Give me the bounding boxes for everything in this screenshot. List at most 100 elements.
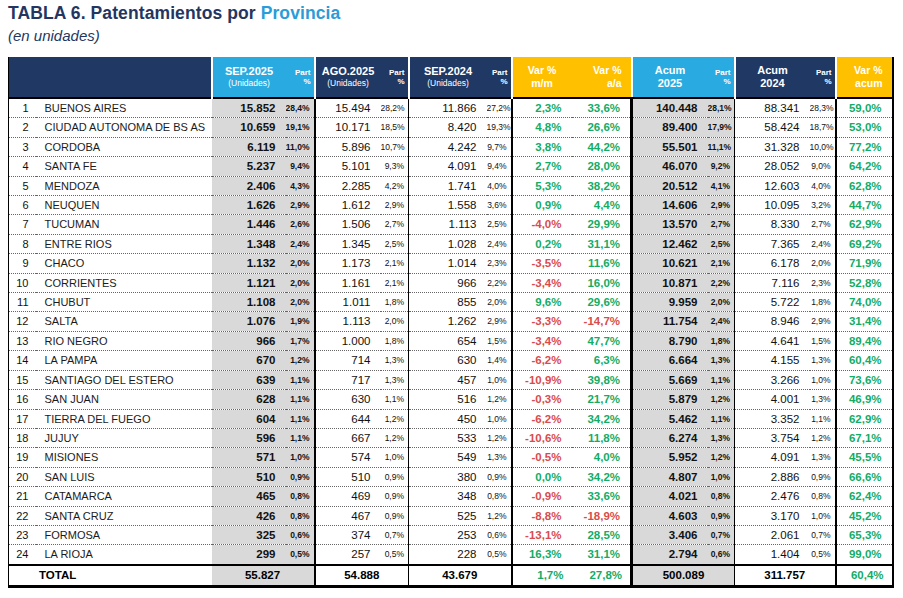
acum2024-part-cell: 2,7% xyxy=(810,215,836,234)
acum2025-cell: 4.603 xyxy=(632,506,708,525)
acum2025-cell: 12.462 xyxy=(632,234,708,253)
province-cell: CORRIENTES xyxy=(36,273,212,292)
sep2024-part-cell: 2,5% xyxy=(487,215,512,234)
var-acum-cell: 69,2% xyxy=(836,234,893,253)
table-row: 23FORMOSA3250,6%3740,7%2530,6%-13,1%28,5… xyxy=(9,525,893,544)
var-aa-cell: -14,7% xyxy=(572,312,632,331)
acum2025-part-cell: 0,6% xyxy=(708,545,735,565)
acum2025-cell: 14.606 xyxy=(632,196,708,215)
var-acum-cell: 62,4% xyxy=(836,487,893,506)
acum2025-part-cell: 1,2% xyxy=(708,448,735,467)
sep2024-part-cell: 4,0% xyxy=(487,176,512,195)
province-cell: LA RIOJA xyxy=(36,545,212,565)
total-acum2025-cell: 500.089 xyxy=(632,565,735,587)
rank-cell: 22 xyxy=(9,506,36,525)
ago2025-cell: 5.896 xyxy=(315,137,381,156)
var-acum-cell: 71,9% xyxy=(836,254,893,273)
acum2024-cell: 5.722 xyxy=(735,293,810,312)
sep2025-part-cell: 0,6% xyxy=(286,525,315,544)
sep2025-part-cell: 1,9% xyxy=(286,312,315,331)
rank-cell: 12 xyxy=(9,312,36,331)
var-acum-cell: 46,9% xyxy=(836,390,893,409)
rank-cell: 3 xyxy=(9,137,36,156)
sep2024-cell: 525 xyxy=(409,506,487,525)
sep2024-part-cell: 2,2% xyxy=(487,273,512,292)
sep2025-part-cell: 28,4% xyxy=(286,98,315,118)
var-aa-cell: 47,7% xyxy=(572,331,632,350)
var-aa-cell: 44,2% xyxy=(572,137,632,156)
acum2024-part-cell: 9,0% xyxy=(810,157,836,176)
acum2025-cell: 20.512 xyxy=(632,176,708,195)
ago2025-part-cell: 4,2% xyxy=(381,176,409,195)
table-row: 5MENDOZA2.4064,3%2.2854,2%1.7414,0%5,3%3… xyxy=(9,176,893,195)
sep2025-part-cell: 2,0% xyxy=(286,273,315,292)
table-row: 19MISIONES5711,0%5741,0%5491,3%-0,5%4,0%… xyxy=(9,448,893,467)
ago2025-cell: 10.171 xyxy=(315,118,381,137)
sep2025-cell: 596 xyxy=(212,428,286,447)
acum2024-part-cell: 10,0% xyxy=(810,137,836,156)
acum2025-cell: 5.952 xyxy=(632,448,708,467)
sep2025-cell: 465 xyxy=(212,487,286,506)
header-acum2024-part: Part % xyxy=(810,57,836,98)
sep2025-cell: 1.076 xyxy=(212,312,286,331)
var-mm-cell: 5,3% xyxy=(512,176,572,195)
ago2025-part-cell: 1,2% xyxy=(381,409,409,428)
total-var-aa-cell: 27,8% xyxy=(572,565,632,587)
table-row: 9CHACO1.1322,0%1.1732,1%1.0142,3%-3,5%11… xyxy=(9,254,893,273)
acum2025-cell: 10.871 xyxy=(632,273,708,292)
sep2024-cell: 380 xyxy=(409,467,487,486)
ago2025-part-cell: 1,3% xyxy=(381,351,409,370)
sep2024-part-cell: 9,7% xyxy=(487,137,512,156)
ago2025-cell: 714 xyxy=(315,351,381,370)
sep2025-cell: 571 xyxy=(212,448,286,467)
acum2025-part-cell: 1,8% xyxy=(708,331,735,350)
table-row: 21CATAMARCA4650,8%4690,9%3480,8%-0,9%33,… xyxy=(9,487,893,506)
sep2025-cell: 325 xyxy=(212,525,286,544)
ago2025-part-cell: 2,1% xyxy=(381,273,409,292)
total-var-mm-cell: 1,7% xyxy=(512,565,572,587)
sep2025-cell: 510 xyxy=(212,467,286,486)
province-cell: RIO NEGRO xyxy=(36,331,212,350)
acum2025-cell: 46.070 xyxy=(632,157,708,176)
rank-cell: 1 xyxy=(9,98,36,118)
ago2025-cell: 1.345 xyxy=(315,234,381,253)
var-aa-cell: 16,0% xyxy=(572,273,632,292)
ago2025-cell: 467 xyxy=(315,506,381,525)
ago2025-part-cell: 0,7% xyxy=(381,525,409,544)
ago2025-part-cell: 18,5% xyxy=(381,118,409,137)
rank-cell: 11 xyxy=(9,293,36,312)
sep2024-cell: 450 xyxy=(409,409,487,428)
province-cell: ENTRE RIOS xyxy=(36,234,212,253)
sep2024-cell: 533 xyxy=(409,428,487,447)
var-aa-cell: 33,6% xyxy=(572,487,632,506)
sep2024-part-cell: 2,9% xyxy=(487,312,512,331)
sep2025-cell: 1.446 xyxy=(212,215,286,234)
acum2024-part-cell: 0,9% xyxy=(810,467,836,486)
sep2025-part-cell: 2,0% xyxy=(286,293,315,312)
ago2025-cell: 510 xyxy=(315,467,381,486)
rank-cell: 18 xyxy=(9,428,36,447)
acum2025-cell: 6.664 xyxy=(632,351,708,370)
acum2025-cell: 55.501 xyxy=(632,137,708,156)
province-cell: CHACO xyxy=(36,254,212,273)
table-row: 24LA RIOJA2990,5%2570,5%2280,5%16,3%31,1… xyxy=(9,545,893,565)
table-header: SEP.2025 (Unidades) Part % AGO.2025 (Uni… xyxy=(9,57,893,98)
sep2024-part-cell: 2,3% xyxy=(487,254,512,273)
page-subtitle: (en unidades) xyxy=(8,27,100,44)
sep2025-cell: 1.348 xyxy=(212,234,286,253)
table-row: 3CORDOBA6.11911,0%5.89610,7%4.2429,7%3,8… xyxy=(9,137,893,156)
acum2024-cell: 4.001 xyxy=(735,390,810,409)
var-mm-cell: 0,0% xyxy=(512,467,572,486)
acum2024-part-cell: 1,0% xyxy=(810,506,836,525)
page-title-highlight: Provincia xyxy=(261,3,341,23)
sep2024-cell: 1.741 xyxy=(409,176,487,195)
sep2024-cell: 1.014 xyxy=(409,254,487,273)
table-row: 13RIO NEGRO9661,7%1.0001,8%6541,5%-3,4%4… xyxy=(9,331,893,350)
province-cell: LA PAMPA xyxy=(36,351,212,370)
var-acum-cell: 31,4% xyxy=(836,312,893,331)
var-mm-cell: -10,6% xyxy=(512,428,572,447)
acum2024-part-cell: 0,5% xyxy=(810,545,836,565)
sep2024-part-cell: 1,4% xyxy=(487,351,512,370)
sep2025-cell: 639 xyxy=(212,370,286,389)
var-mm-cell: -3,4% xyxy=(512,331,572,350)
